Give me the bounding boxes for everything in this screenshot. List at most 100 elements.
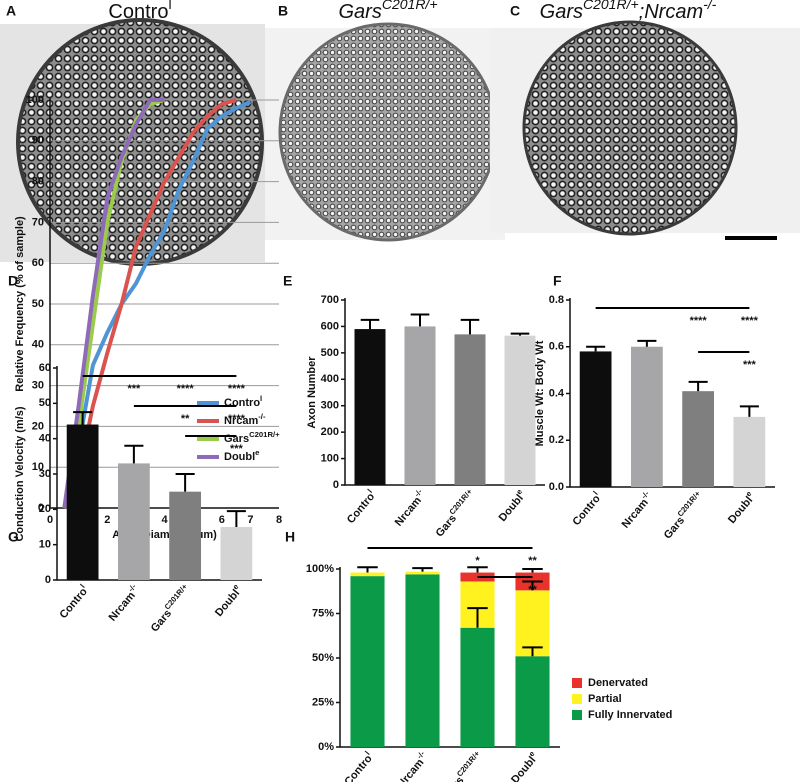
y-tick-label: 40 bbox=[39, 433, 51, 445]
y-axis-label: Axon Number bbox=[306, 356, 318, 429]
error-bar bbox=[357, 566, 378, 573]
x-tick-label: 6 bbox=[219, 514, 225, 526]
error-bar bbox=[226, 510, 246, 527]
error-bar bbox=[124, 444, 144, 464]
y-tick-label: 40 bbox=[32, 339, 44, 351]
significance-label: **** bbox=[177, 383, 195, 395]
error-bar bbox=[637, 339, 657, 347]
panel-letter: G bbox=[8, 529, 19, 545]
x-tick-label: Double bbox=[506, 748, 541, 782]
legend-label: Nrcam-/- bbox=[224, 412, 266, 427]
y-tick-label: 700 bbox=[321, 294, 339, 306]
legend-label: Denervated bbox=[588, 677, 648, 689]
y-tick-label: 10 bbox=[39, 539, 51, 551]
significance-label: ** bbox=[181, 413, 190, 425]
y-tick-label: 0% bbox=[318, 741, 334, 753]
y-tick-label: 0 bbox=[38, 502, 44, 514]
y-tick-label: 60 bbox=[39, 362, 51, 374]
x-tick-label: Control bbox=[568, 489, 604, 528]
bar bbox=[579, 351, 612, 487]
x-tick-label: 8 bbox=[276, 514, 282, 526]
y-tick-label: 100% bbox=[306, 563, 334, 575]
error-bar bbox=[739, 405, 759, 417]
error-bar bbox=[510, 332, 530, 336]
x-tick-label: GarsC201R/+ bbox=[438, 749, 486, 782]
legend-swatch bbox=[572, 694, 582, 704]
significance-label: * bbox=[475, 555, 480, 567]
y-tick-label: 50% bbox=[312, 652, 334, 664]
error-bar bbox=[175, 473, 195, 492]
panel-letter: H bbox=[285, 529, 295, 545]
x-tick-label: Control bbox=[340, 749, 376, 782]
bar bbox=[504, 335, 536, 485]
x-tick-label: GarsC201R/+ bbox=[146, 582, 194, 635]
legend-label: Double bbox=[224, 448, 260, 463]
x-tick-label: GarsC201R/+ bbox=[431, 487, 479, 540]
image-title: GarsC201R/+;Nrcam-/- bbox=[540, 0, 717, 23]
nerve-section bbox=[522, 20, 738, 236]
significance-label: *** bbox=[743, 359, 757, 371]
y-tick-label: 0.8 bbox=[549, 294, 564, 306]
y-tick-label: 20 bbox=[32, 420, 44, 432]
panel-letter: B bbox=[278, 3, 288, 19]
x-tick-label: Nrcam-/- bbox=[393, 749, 432, 782]
significance-label: **** bbox=[228, 383, 246, 395]
significance-label: ** bbox=[528, 584, 537, 596]
y-tick-label: 100 bbox=[321, 452, 339, 464]
y-axis-label: Relative Frequency (% of sample) bbox=[14, 216, 26, 392]
error-bar bbox=[522, 580, 543, 591]
x-tick-label: Double bbox=[723, 488, 758, 526]
significance-label: **** bbox=[228, 413, 246, 425]
y-tick-label: 10 bbox=[32, 461, 44, 473]
x-tick-label: Nrcam-/- bbox=[617, 489, 656, 531]
y-tick-label: 400 bbox=[321, 373, 339, 385]
y-tick-label: 70 bbox=[32, 216, 44, 228]
y-tick-label: 100 bbox=[26, 94, 44, 106]
bar bbox=[404, 326, 436, 485]
y-tick-label: 0.4 bbox=[549, 387, 565, 399]
panel-letter: F bbox=[553, 273, 562, 289]
scale-bar bbox=[725, 236, 777, 240]
y-axis-label: Muscle Wt: Body Wt bbox=[534, 340, 546, 446]
y-tick-label: 30 bbox=[32, 380, 44, 392]
x-tick-label: Double bbox=[494, 486, 529, 524]
error-bar bbox=[467, 607, 488, 628]
x-tick-label: GarsC201R/+ bbox=[659, 489, 707, 542]
series-line bbox=[62, 98, 237, 509]
y-tick-label: 25% bbox=[312, 696, 334, 708]
error-bar bbox=[73, 411, 93, 425]
panel-letter: A bbox=[6, 3, 16, 19]
x-tick-label: Nrcam-/- bbox=[390, 487, 429, 529]
x-tick-label: Double bbox=[210, 581, 245, 619]
x-tick-label: 7 bbox=[247, 514, 253, 526]
bar-segment bbox=[515, 656, 550, 747]
y-tick-label: 600 bbox=[321, 320, 339, 332]
significance-label: **** bbox=[741, 315, 759, 327]
error-bar bbox=[688, 380, 708, 392]
legend-label: Partial bbox=[588, 693, 622, 705]
y-tick-label: 50 bbox=[39, 397, 51, 409]
x-tick-label: Control bbox=[55, 582, 91, 621]
bar bbox=[733, 416, 766, 487]
bar bbox=[220, 527, 253, 580]
y-tick-label: 0.0 bbox=[549, 481, 564, 493]
y-axis-label: Conduction Velocity (m/s) bbox=[14, 406, 26, 541]
panel-letter: C bbox=[510, 3, 520, 19]
y-tick-label: 60 bbox=[32, 257, 44, 269]
legend-swatch bbox=[572, 710, 582, 720]
significance-label: **** bbox=[690, 315, 708, 327]
bar bbox=[454, 334, 486, 485]
panel-letter: E bbox=[283, 273, 292, 289]
y-tick-label: 300 bbox=[321, 400, 339, 412]
error-bar bbox=[410, 313, 430, 327]
bar-segment bbox=[515, 590, 550, 657]
panel-letter: D bbox=[8, 273, 18, 289]
nerve-section bbox=[278, 22, 498, 242]
x-tick-label: Nrcam-/- bbox=[104, 582, 143, 624]
y-tick-label: 80 bbox=[32, 176, 44, 188]
bar bbox=[630, 346, 663, 487]
y-tick-label: 0.2 bbox=[549, 434, 564, 446]
x-tick-label: 4 bbox=[161, 514, 168, 526]
x-tick-label: Control bbox=[342, 487, 378, 526]
image-title: GarsC201R/+ bbox=[339, 0, 438, 23]
